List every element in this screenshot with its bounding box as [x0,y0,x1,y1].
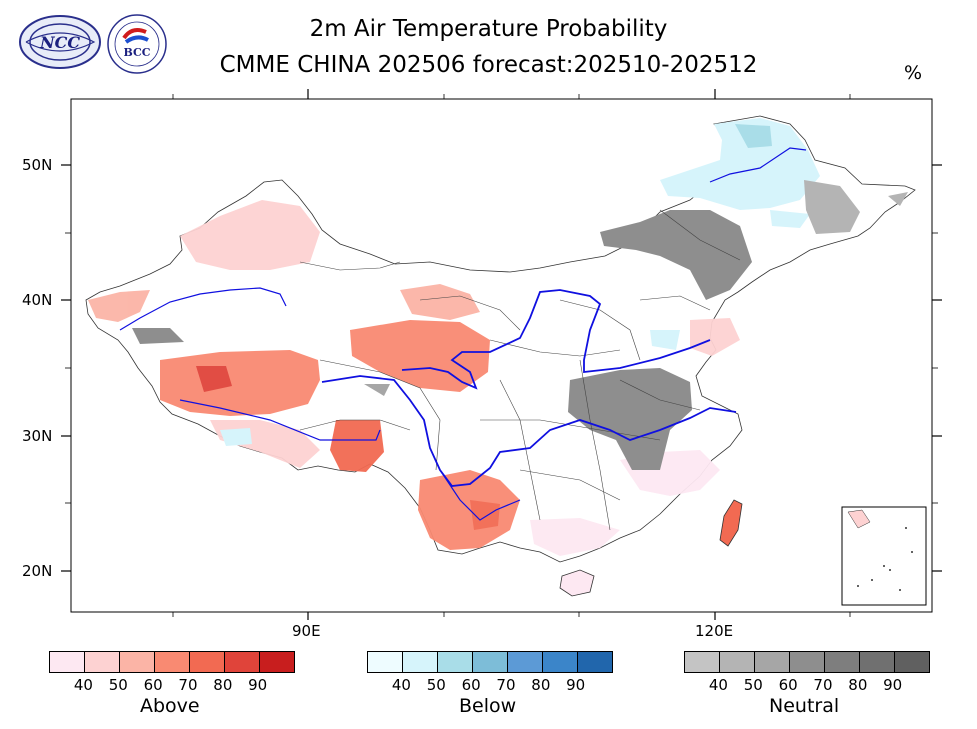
colorbar-swatch [685,652,719,672]
colorbar-below [367,651,613,673]
colorbar-tick-label: 70 [496,676,516,694]
unit-label: % [904,62,923,84]
colorbar-above-label: Above [140,695,200,717]
colorbar-tick-label: 90 [248,676,268,694]
colorbar-tick-label: 70 [178,676,198,694]
colorbar-swatch [824,652,859,672]
colorbar-neutral [684,651,930,673]
mekong-river [439,469,521,521]
colorbar-neutral-label: Neutral [769,695,840,717]
colorbar-below-label: Below [459,695,517,717]
colorbar-tick-label: 60 [778,676,798,694]
taiwan-island [719,499,743,547]
colorbar-swatch [472,652,507,672]
lon-label-120e: 120E [695,622,734,640]
hainan-island [559,569,595,597]
colorbar-tick-label: 40 [73,676,93,694]
bcc-logo: BCC [107,14,167,74]
tarim-river [119,287,287,331]
colorbar-swatch [154,652,189,672]
yarlung-river [179,399,381,441]
colorbar-tick-label: 60 [461,676,481,694]
colorbar-swatch [368,652,402,672]
colorbar-swatch [507,652,542,672]
colorbar-tick-label: 80 [848,676,868,694]
lat-label-40n: 40N [22,291,53,309]
map-subtitle: CMME CHINA 202506 forecast:202510-202512 [219,52,758,78]
lat-label-20n: 20N [22,562,53,580]
colorbar-tick-label: 90 [883,676,903,694]
colorbar-tick-label: 90 [566,676,586,694]
colorbar-swatch [754,652,789,672]
lat-ticks [61,164,942,572]
colorbar-tick-label: 40 [708,676,728,694]
colorbar-tick-label: 60 [143,676,163,694]
colorbar-swatch [859,652,894,672]
lon-label-90e: 90E [292,622,321,640]
colorbar-swatch [577,652,612,672]
below-probability-shading [220,118,820,446]
minor-ticks [65,94,938,617]
colorbar-swatch [437,652,472,672]
colorbar-swatch [119,652,154,672]
rivers [119,147,807,521]
colorbar-swatch [189,652,224,672]
lat-label-50n: 50N [22,156,53,174]
colorbar-tick-label: 50 [108,676,128,694]
lat-label-30n: 30N [22,427,53,445]
yellow-river [401,289,711,390]
colorbar-swatch [84,652,119,672]
colorbar-swatch [259,652,294,672]
colorbar-swatch [224,652,259,672]
lon-ticks [307,89,716,620]
colorbar-swatch [719,652,754,672]
ncc-logo: NCC [19,15,101,69]
amur-river [709,147,807,183]
colorbar-above [49,651,295,673]
colorbar-tick-label: 70 [813,676,833,694]
yangtze-river [321,375,737,487]
colorbar-tick-label: 80 [531,676,551,694]
colorbar-tick-label: 80 [213,676,233,694]
colorbar-swatch [894,652,929,672]
map-title: 2m Air Temperature Probability [309,16,668,42]
svg-text:NCC: NCC [39,33,80,52]
colorbar-tick-label: 50 [743,676,763,694]
colorbar-tick-label: 50 [426,676,446,694]
province-borders [299,209,741,531]
neutral-probability-shading [132,180,908,470]
colorbar-swatch [50,652,84,672]
colorbar-swatch [542,652,577,672]
colorbar-swatch [789,652,824,672]
colorbar-tick-label: 40 [391,676,411,694]
colorbar-swatch [402,652,437,672]
svg-text:BCC: BCC [123,46,150,59]
